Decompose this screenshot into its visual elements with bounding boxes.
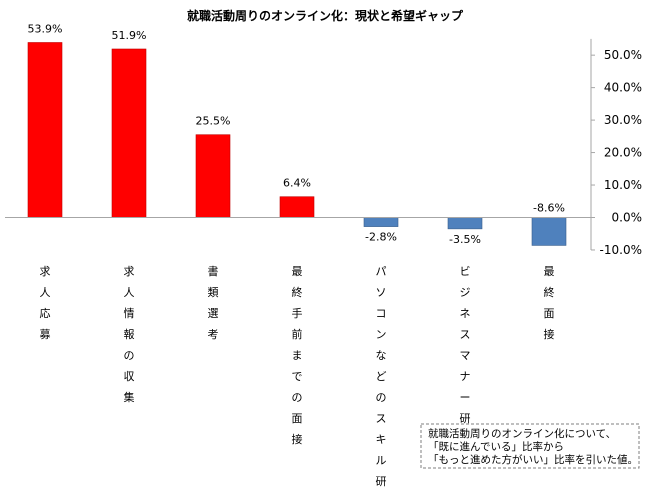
bar-2: [111, 48, 147, 218]
data-label-7: -8.6%: [533, 202, 565, 215]
bar-1: [27, 42, 63, 218]
data-label-2: 51.9%: [112, 29, 147, 42]
y-tick-label-6: 0.0%: [612, 211, 643, 225]
y-ticks-group: 50.0% 40.0% 30.0% 20.0% 10.0% 0.0% -10.0%: [591, 48, 642, 257]
y-tick-label-2: 40.0%: [604, 81, 642, 95]
bar-4: [279, 196, 315, 218]
y-tick-label-1: 50.0%: [604, 48, 642, 62]
note-line-1: 就職活動周りのオンライン化について、: [428, 427, 616, 440]
y-tick-label-3: 30.0%: [604, 113, 642, 127]
category-label-4: 最終手前までの面接: [292, 265, 303, 446]
category-label-7: 最終面接: [544, 265, 555, 341]
note-line-2: 「既に進んでいる」比率から: [428, 440, 564, 453]
y-tick-label-5: 10.0%: [604, 178, 642, 192]
category-label-6: ビジネスマナー研修: [460, 265, 471, 446]
bar-6: [447, 217, 483, 230]
data-label-1: 53.9%: [28, 23, 63, 36]
bars-group: [27, 42, 567, 246]
note-box-frame: [420, 423, 640, 469]
data-labels-group: 53.9% 51.9% 25.5% 6.4% -2.8% -3.5% -8.6%: [28, 23, 565, 246]
data-label-4: 6.4%: [283, 177, 311, 190]
category-label-3: 書類選考: [208, 264, 219, 341]
note-line-3: 「もっと進めた方がいい」比率を引いた値。: [428, 453, 638, 466]
bar-5: [363, 217, 399, 227]
bar-7: [531, 217, 567, 246]
data-label-3: 25.5%: [196, 115, 231, 128]
y-tick-label-4: 20.0%: [604, 146, 642, 160]
category-label-5: パソコンなどのスキル研修: [376, 265, 387, 492]
note-box: 就職活動周りのオンライン化について、 「既に進んでいる」比率から 「もっと進めた…: [420, 423, 640, 469]
category-label-1: 求人応募: [40, 265, 51, 341]
bar-3: [195, 134, 231, 218]
chart-title: 就職活動周りのオンライン化：現状と希望ギャップ: [187, 8, 464, 23]
y-tick-label-7: -10.0%: [600, 243, 642, 257]
data-label-6: -3.5%: [449, 233, 481, 246]
category-label-2: 求人情報の収集: [124, 265, 135, 404]
data-label-5: -2.8%: [365, 231, 397, 244]
category-labels-group: 求人応募 求人情報の収集 書類選考 最終手前までの面接 パソコンなどのスキル研修 ビジネス…: [40, 264, 555, 492]
